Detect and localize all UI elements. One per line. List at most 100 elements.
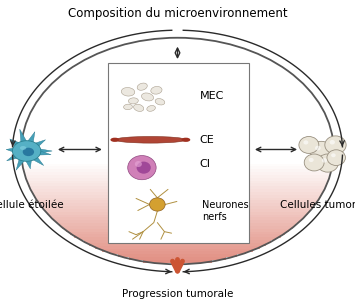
Ellipse shape bbox=[23, 148, 34, 156]
Bar bbox=[109, 251, 246, 255]
Bar bbox=[30, 186, 325, 189]
Bar bbox=[47, 212, 308, 215]
Circle shape bbox=[135, 161, 142, 167]
Bar bbox=[21, 149, 334, 153]
Bar bbox=[27, 181, 328, 184]
Circle shape bbox=[304, 154, 324, 171]
Text: Progression tumorale: Progression tumorale bbox=[122, 289, 233, 300]
Bar bbox=[50, 214, 305, 218]
Circle shape bbox=[137, 162, 151, 174]
Bar bbox=[59, 223, 296, 226]
Text: Cellules tumorales: Cellules tumorales bbox=[280, 200, 355, 210]
Polygon shape bbox=[28, 132, 35, 143]
Bar bbox=[118, 254, 237, 257]
Bar bbox=[26, 121, 329, 124]
Bar bbox=[38, 98, 317, 101]
Bar bbox=[56, 79, 299, 82]
Ellipse shape bbox=[20, 146, 26, 150]
Bar bbox=[59, 76, 296, 79]
Text: Cellule étoilée: Cellule étoilée bbox=[0, 200, 64, 210]
Bar bbox=[22, 158, 333, 161]
Bar bbox=[22, 161, 333, 164]
Bar bbox=[70, 232, 285, 235]
Polygon shape bbox=[33, 156, 44, 165]
Text: Neurones
nerfs: Neurones nerfs bbox=[202, 200, 249, 222]
Bar bbox=[22, 144, 333, 147]
Polygon shape bbox=[10, 139, 20, 147]
Circle shape bbox=[317, 154, 338, 172]
Circle shape bbox=[327, 150, 345, 165]
Ellipse shape bbox=[129, 98, 138, 104]
Circle shape bbox=[299, 137, 319, 153]
Ellipse shape bbox=[181, 138, 190, 142]
Bar bbox=[118, 45, 237, 48]
Bar bbox=[24, 130, 331, 133]
Bar bbox=[42, 206, 313, 209]
Bar bbox=[53, 82, 302, 85]
Bar bbox=[143, 39, 212, 42]
Bar bbox=[62, 73, 293, 76]
Circle shape bbox=[322, 158, 327, 162]
Bar bbox=[33, 192, 322, 195]
Ellipse shape bbox=[147, 105, 155, 111]
Bar bbox=[22, 141, 333, 144]
Bar bbox=[28, 183, 327, 187]
Text: CI: CI bbox=[200, 159, 211, 169]
Bar bbox=[21, 152, 334, 156]
Bar bbox=[143, 260, 212, 263]
Bar bbox=[89, 56, 266, 59]
Bar bbox=[45, 90, 310, 93]
Text: Composition du microenvironnement: Composition du microenvironnement bbox=[68, 7, 287, 20]
Bar bbox=[23, 166, 332, 169]
Circle shape bbox=[315, 146, 321, 150]
Bar bbox=[38, 201, 317, 204]
Polygon shape bbox=[20, 129, 26, 142]
Bar bbox=[40, 203, 315, 206]
Bar bbox=[28, 115, 327, 119]
Ellipse shape bbox=[110, 138, 119, 142]
Bar bbox=[25, 124, 330, 127]
Bar bbox=[24, 127, 331, 130]
Bar bbox=[109, 47, 246, 51]
Bar bbox=[62, 226, 293, 229]
Text: MEC: MEC bbox=[200, 91, 224, 101]
Circle shape bbox=[331, 153, 336, 157]
Ellipse shape bbox=[137, 83, 147, 90]
Bar bbox=[47, 87, 308, 90]
Polygon shape bbox=[6, 148, 16, 153]
Bar bbox=[21, 146, 334, 150]
Bar bbox=[24, 169, 331, 172]
Circle shape bbox=[325, 136, 346, 154]
Bar bbox=[27, 118, 328, 121]
Bar bbox=[31, 110, 324, 113]
Circle shape bbox=[149, 198, 165, 211]
Bar bbox=[23, 133, 332, 136]
Bar bbox=[50, 84, 305, 88]
Bar bbox=[70, 67, 285, 70]
Bar bbox=[102, 249, 253, 252]
Bar bbox=[33, 107, 322, 110]
Ellipse shape bbox=[121, 88, 135, 96]
Ellipse shape bbox=[155, 98, 165, 105]
Bar bbox=[95, 246, 260, 249]
Ellipse shape bbox=[133, 104, 144, 111]
Bar bbox=[22, 138, 333, 141]
Bar bbox=[34, 104, 321, 107]
Text: CE: CE bbox=[200, 135, 214, 145]
Circle shape bbox=[309, 158, 314, 162]
Bar bbox=[24, 172, 331, 175]
Circle shape bbox=[128, 156, 156, 180]
Bar bbox=[42, 93, 313, 96]
Circle shape bbox=[330, 140, 335, 144]
Polygon shape bbox=[7, 154, 18, 161]
Bar bbox=[66, 229, 289, 232]
Bar bbox=[102, 50, 253, 53]
Bar bbox=[129, 42, 226, 45]
Bar bbox=[74, 65, 281, 68]
Polygon shape bbox=[38, 149, 52, 153]
Bar bbox=[45, 209, 310, 212]
Bar bbox=[40, 96, 315, 99]
Ellipse shape bbox=[124, 104, 132, 110]
Polygon shape bbox=[26, 160, 31, 169]
Ellipse shape bbox=[151, 86, 162, 94]
